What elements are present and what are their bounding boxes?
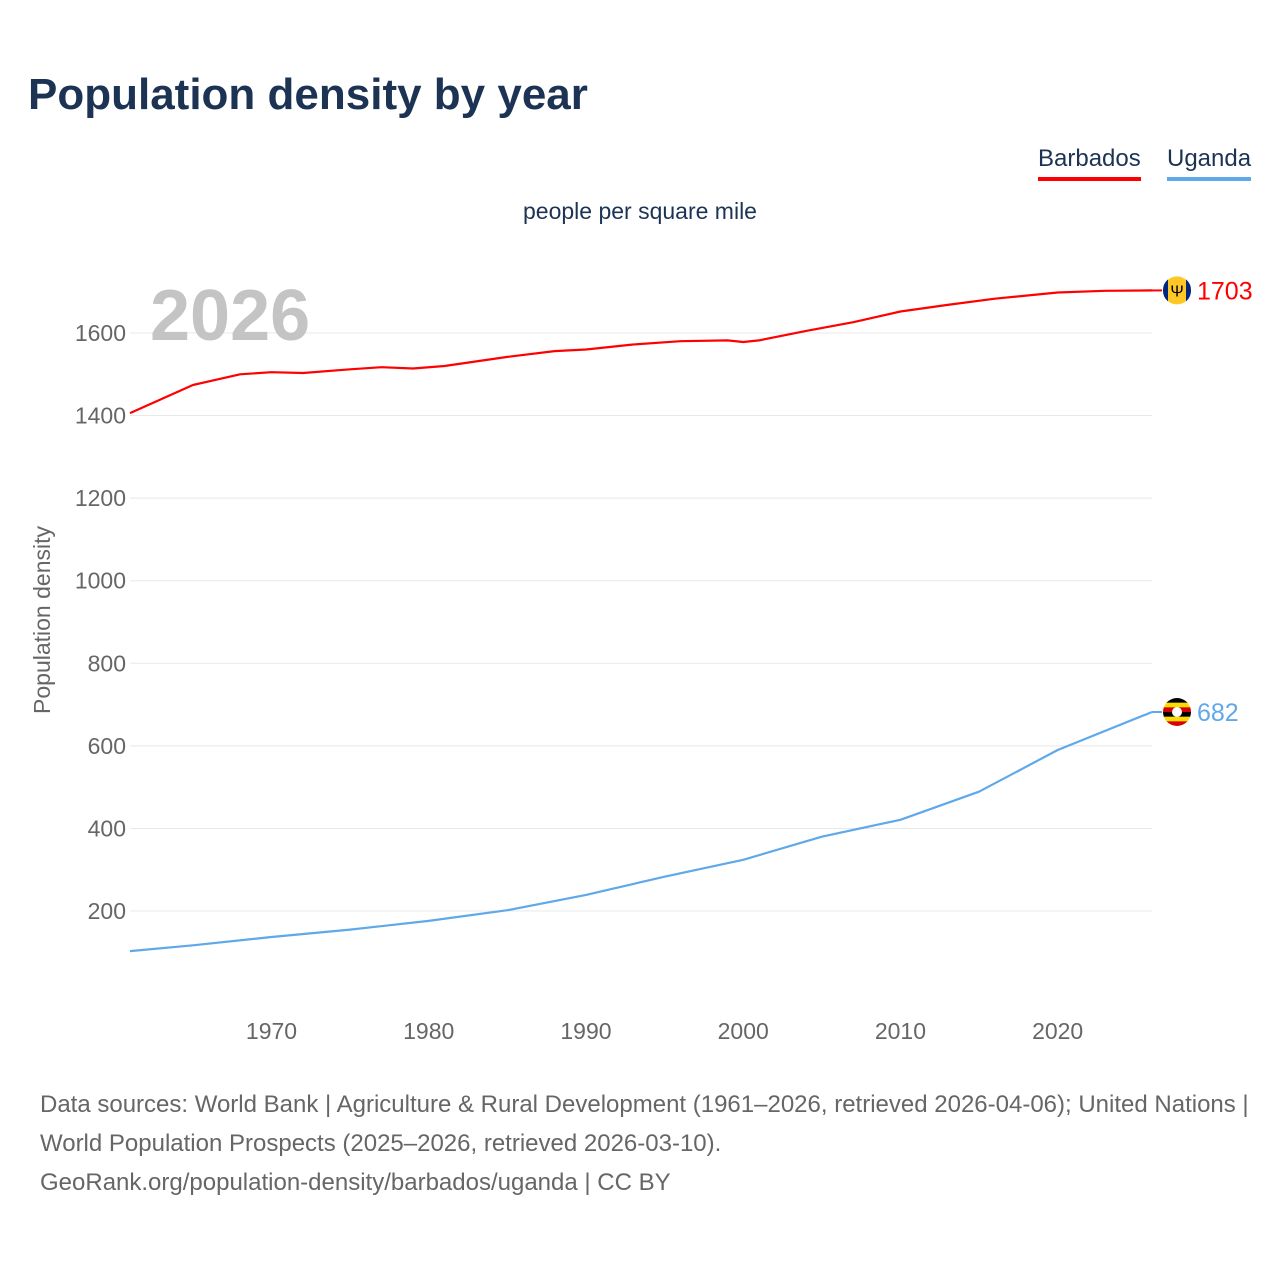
x-tick-label: 2010 — [875, 1018, 926, 1044]
y-tick-label: 800 — [88, 650, 126, 676]
legend-barbados[interactable]: Barbados — [1038, 145, 1141, 181]
year-watermark: 2026 — [150, 276, 310, 356]
series-line-barbados — [129, 289, 1153, 415]
source-link[interactable]: GeoRank.org/population-density/barbados/… — [40, 1169, 671, 1196]
data-sources: Data sources: World Bank | Agriculture &… — [40, 1091, 1249, 1157]
y-tick-label: 400 — [88, 815, 126, 841]
trident-icon: Ψ — [1170, 283, 1183, 300]
barbados-flag-icon — [1163, 276, 1191, 305]
x-tick-label: 1990 — [560, 1018, 611, 1044]
chart-subtitle: people per square mile — [523, 198, 757, 224]
x-tick-label: 1980 — [403, 1018, 454, 1044]
x-tick-label: 2020 — [1032, 1018, 1083, 1044]
uganda-flag-icon — [1163, 698, 1191, 727]
y-tick-label: 1400 — [75, 403, 126, 429]
y-tick-label: 1200 — [75, 485, 126, 511]
y-tick-label: 600 — [88, 733, 126, 759]
y-tick-label: 1000 — [75, 568, 126, 594]
end-value-label: 682 — [1197, 699, 1239, 727]
footer: Data sources: World Bank | Agriculture &… — [40, 1085, 1250, 1202]
x-tick-label: 1970 — [246, 1018, 297, 1044]
x-tick-label: 2000 — [718, 1018, 769, 1044]
end-value-label: 1703 — [1197, 277, 1253, 305]
y-tick-label: 1600 — [75, 320, 126, 346]
line-chart: 200 400 600 800 1000 1200 1400 1600 1970 1980 1990… — [29, 276, 1253, 1044]
series-line-uganda — [129, 710, 1153, 953]
chart-title: Population density by year — [28, 70, 588, 119]
y-axis-label: Population density — [29, 526, 55, 714]
y-tick-label: 200 — [88, 898, 126, 924]
legend-uganda[interactable]: Uganda — [1167, 145, 1252, 181]
